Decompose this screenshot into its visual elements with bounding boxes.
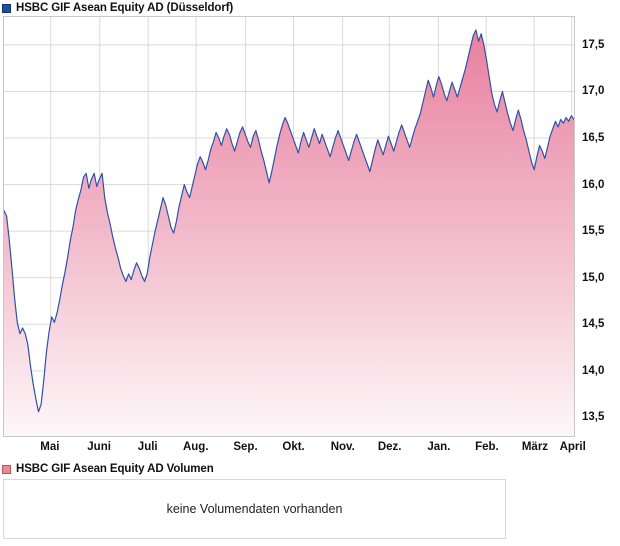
y-axis-tick-label: 15,0 bbox=[582, 271, 605, 284]
x-axis-tick-label: Juli bbox=[137, 441, 158, 453]
price-chart-area[interactable] bbox=[3, 16, 575, 437]
price-legend-label: HSBC GIF Asean Equity AD (Düsseldorf) bbox=[16, 2, 234, 14]
x-axis-tick-label: April bbox=[559, 441, 586, 453]
y-axis-tick-label: 14,0 bbox=[582, 364, 605, 377]
y-axis-tick-label: 17,0 bbox=[582, 85, 605, 98]
x-axis-tick-label: Okt. bbox=[282, 441, 305, 453]
volume-empty-message: keine Volumendaten vorhanden bbox=[166, 502, 343, 516]
y-axis-tick-label: 13,5 bbox=[582, 411, 605, 424]
volume-legend-label: HSBC GIF Asean Equity AD Volumen bbox=[16, 463, 214, 475]
blue-square-marker-icon bbox=[2, 3, 11, 13]
price-area-fill bbox=[4, 30, 574, 436]
x-axis-tick-label: Sep. bbox=[233, 441, 258, 453]
y-axis-tick-label: 14,5 bbox=[582, 318, 605, 331]
x-axis-tick-label: Mai bbox=[40, 441, 60, 453]
y-axis: 13,5 14,0 14,5 15,0 15,5 16,0 16,5 17,0 17,5 bbox=[578, 16, 620, 437]
x-axis-tick-label: Dez. bbox=[377, 441, 402, 453]
y-axis-tick-label: 15,5 bbox=[582, 225, 605, 238]
volume-legend: HSBC GIF Asean Equity AD Volumen bbox=[2, 462, 214, 476]
y-axis-tick-label: 16,5 bbox=[582, 132, 605, 145]
volume-chart-area[interactable]: keine Volumendaten vorhanden bbox=[3, 479, 506, 539]
x-axis-tick-label: Jan. bbox=[427, 441, 451, 453]
y-axis-tick-label: 17,5 bbox=[582, 38, 605, 51]
pink-square-marker-icon bbox=[2, 464, 11, 474]
price-legend: HSBC GIF Asean Equity AD (Düsseldorf) bbox=[2, 1, 233, 15]
x-axis-tick-label: Juni bbox=[87, 441, 111, 453]
x-axis-tick-label: Aug. bbox=[182, 441, 209, 453]
x-axis-tick-label: Nov. bbox=[330, 441, 355, 453]
price-chart-svg bbox=[4, 17, 574, 436]
x-axis-tick-label: Feb. bbox=[475, 441, 499, 453]
x-axis-tick-label: März bbox=[521, 441, 549, 453]
y-axis-tick-label: 16,0 bbox=[582, 178, 605, 191]
x-axis: Mai Juni Juli Aug. Sep. Okt. Nov. Dez. Jan. Feb. M… bbox=[3, 438, 586, 456]
price-line bbox=[4, 29, 574, 413]
